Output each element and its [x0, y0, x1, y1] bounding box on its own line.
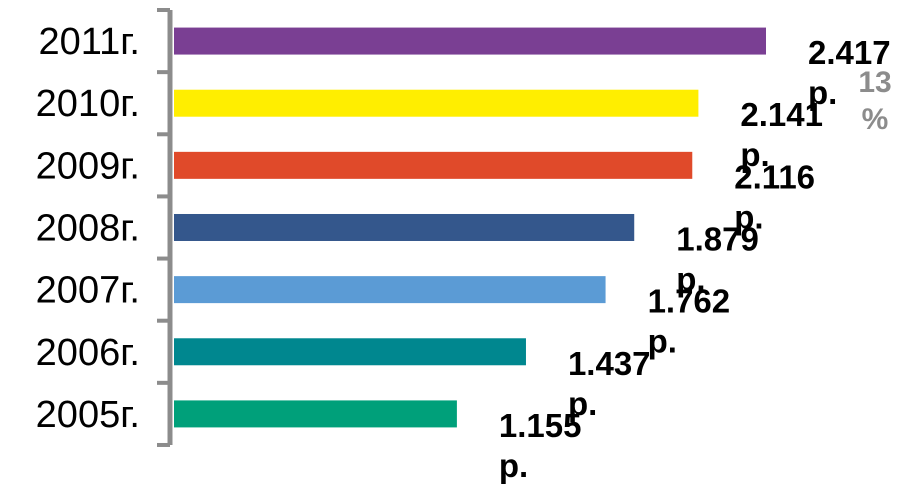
value-label: 2.116	[734, 158, 815, 195]
value-label: 2.141	[740, 96, 823, 133]
value-unit-label: р.	[740, 136, 769, 173]
value-unit-label: р.	[499, 447, 528, 484]
value-label: 1.155	[499, 407, 582, 444]
bar-0	[174, 27, 766, 55]
value-label: 2.417	[808, 34, 891, 71]
value-unit-label: р.	[676, 260, 705, 297]
category-label: 2006г.	[36, 332, 140, 374]
bar-2	[174, 151, 693, 179]
category-label: 2011г.	[39, 21, 141, 63]
category-label: 2008г.	[36, 207, 140, 249]
side-annotation-text: %	[862, 103, 889, 136]
bar-6	[174, 400, 457, 428]
category-label: 2009г.	[36, 145, 140, 187]
value-unit-label: р.	[808, 74, 837, 111]
category-label: 2010г.	[36, 83, 140, 125]
bars-layer	[174, 27, 766, 428]
value-labels: 2.417р.2.141р.2.116р.1.879р.1.762р.1.437…	[499, 34, 891, 484]
bar-1	[174, 89, 699, 117]
value-label: 1.762	[648, 283, 731, 320]
value-label: 1.437	[568, 345, 651, 382]
bar-4	[174, 276, 606, 304]
value-unit-label: р.	[734, 198, 763, 235]
category-label: 2007г.	[36, 270, 140, 312]
y-axis	[157, 8, 173, 447]
bar-3	[174, 213, 635, 241]
value-label: 1.879	[676, 220, 759, 257]
side-annotation-text: 13	[858, 66, 891, 99]
value-unit-label: р.	[648, 323, 677, 360]
value-unit-label: р.	[568, 385, 597, 422]
side-annotation: 13%	[858, 66, 891, 136]
category-labels: 2011г. 2010г. 2009г. 2008г. 2007г. 2006г. 2005…	[36, 21, 140, 436]
bar-5	[174, 338, 526, 366]
category-label: 2005г.	[36, 394, 140, 436]
